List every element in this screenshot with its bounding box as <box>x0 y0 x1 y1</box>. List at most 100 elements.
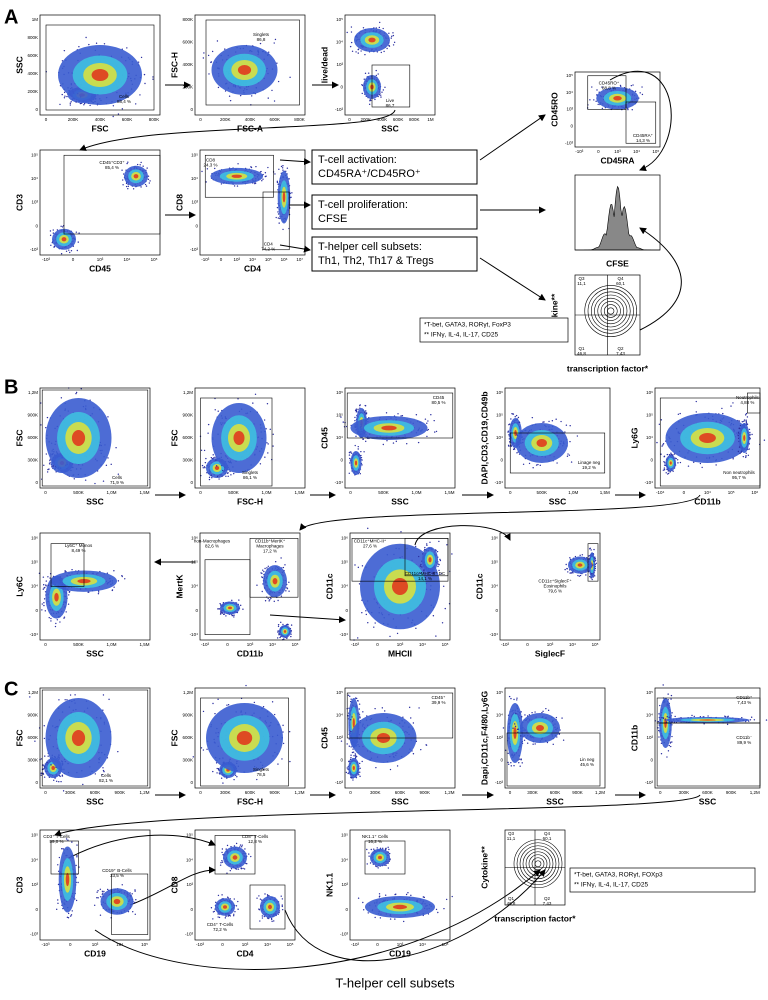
y-tick-label: 10⁴ <box>191 176 198 181</box>
event-dot <box>291 624 292 625</box>
event-dot <box>231 600 232 601</box>
event-dot <box>51 466 52 467</box>
event-dot <box>149 180 150 181</box>
gate-label: 86,8 <box>257 37 266 42</box>
event-dot <box>391 36 392 37</box>
panel-letter: C <box>4 678 18 700</box>
event-dot <box>127 161 128 162</box>
event-dot <box>260 43 261 44</box>
event-dot <box>678 414 679 415</box>
event-dot <box>209 479 210 480</box>
event-dot <box>715 464 716 465</box>
event-dot <box>62 226 63 227</box>
event-dot <box>749 429 750 430</box>
event-dot <box>111 464 112 465</box>
event-dot <box>400 415 401 416</box>
event-dot <box>68 594 69 595</box>
contour <box>601 301 621 320</box>
y-axis-label: FSC <box>169 430 179 447</box>
panel-letter: A <box>4 6 18 28</box>
event-dot <box>49 577 50 578</box>
event-dot <box>268 566 269 567</box>
event-dot <box>49 617 50 618</box>
event-dot <box>507 431 508 432</box>
event-dot <box>642 94 643 95</box>
event-dot <box>365 405 366 406</box>
contour <box>595 295 628 327</box>
event-dot <box>556 462 557 463</box>
event-dot <box>377 73 378 74</box>
event-dot <box>380 96 381 97</box>
event-dot <box>46 453 47 454</box>
event-dot <box>740 425 741 426</box>
event-dot <box>221 183 222 184</box>
y-tick-label: -10³ <box>30 247 39 252</box>
gate-label: 86,7 <box>386 103 395 108</box>
event-dot <box>679 413 680 414</box>
event-dot <box>45 427 46 428</box>
y-tick-label: 10⁶ <box>191 536 198 541</box>
event-dot <box>391 37 392 38</box>
event-dot <box>122 184 123 185</box>
event-dot <box>113 570 114 571</box>
x-tick-label: 600K <box>393 117 404 122</box>
event-dot <box>350 451 351 452</box>
event-dot <box>268 97 269 98</box>
event-dot <box>656 442 657 443</box>
event-dot <box>45 610 46 611</box>
x-tick-label: 10³ <box>247 642 254 647</box>
event-dot <box>218 410 219 411</box>
event-dot <box>393 44 394 45</box>
event-dot <box>77 250 78 251</box>
plot: Cells88,4 %0200K400K600K800K0200K400K600… <box>14 15 160 133</box>
event-dot <box>641 86 642 87</box>
event-dot <box>746 421 747 422</box>
event-dot <box>751 434 752 435</box>
event-dot <box>350 46 351 47</box>
x-tick-label: 10⁵ <box>292 642 299 647</box>
event-dot <box>359 405 360 406</box>
x-tick-label: 0 <box>45 117 48 122</box>
event-dot <box>660 454 661 455</box>
event-dot <box>354 417 355 418</box>
event-dot <box>620 86 621 87</box>
x-tick-label: 1,0M <box>568 490 578 495</box>
event-dot <box>749 434 750 435</box>
event-dot <box>519 422 520 423</box>
event-dot <box>78 241 79 242</box>
event-dot <box>262 591 263 592</box>
event-dot <box>425 418 426 419</box>
event-dot <box>63 617 64 618</box>
event-dot <box>139 94 140 95</box>
event-dot <box>202 465 203 466</box>
event-dot <box>383 51 384 52</box>
x-tick-label: 1,0M <box>261 490 271 495</box>
event-dot <box>374 99 375 100</box>
y-axis-label: CD8 <box>174 194 184 211</box>
event-dot <box>664 456 665 457</box>
event-dot <box>225 476 226 477</box>
event-dot <box>139 164 140 165</box>
event-dot <box>696 401 697 402</box>
event-dot <box>208 73 209 74</box>
event-dot <box>278 222 279 223</box>
event-dot <box>227 472 228 473</box>
x-tick-label: 10⁴ <box>269 642 276 647</box>
event-dot <box>745 414 746 415</box>
event-dot <box>122 179 123 180</box>
event-dot <box>277 211 278 212</box>
event-dot <box>277 181 278 182</box>
event-dot <box>59 104 60 105</box>
plot: Cells71,9 %0500K1,0M1,5M0300K600K900K1,2… <box>14 387 150 506</box>
event-dot <box>360 473 361 474</box>
y-axis-label: Ly6G <box>629 427 639 448</box>
event-dot <box>71 250 72 251</box>
y-tick-label: 600K <box>27 53 38 58</box>
event-dot <box>127 188 128 189</box>
event-dot <box>349 458 350 459</box>
event-dot <box>669 471 670 472</box>
x-tick-label: 400K <box>95 117 106 122</box>
plot: Live86,70200K400K600K800K1M-10³010³10⁴10… <box>319 15 435 133</box>
event-dot <box>148 179 149 180</box>
gate-label: 24,3 % <box>203 163 217 168</box>
